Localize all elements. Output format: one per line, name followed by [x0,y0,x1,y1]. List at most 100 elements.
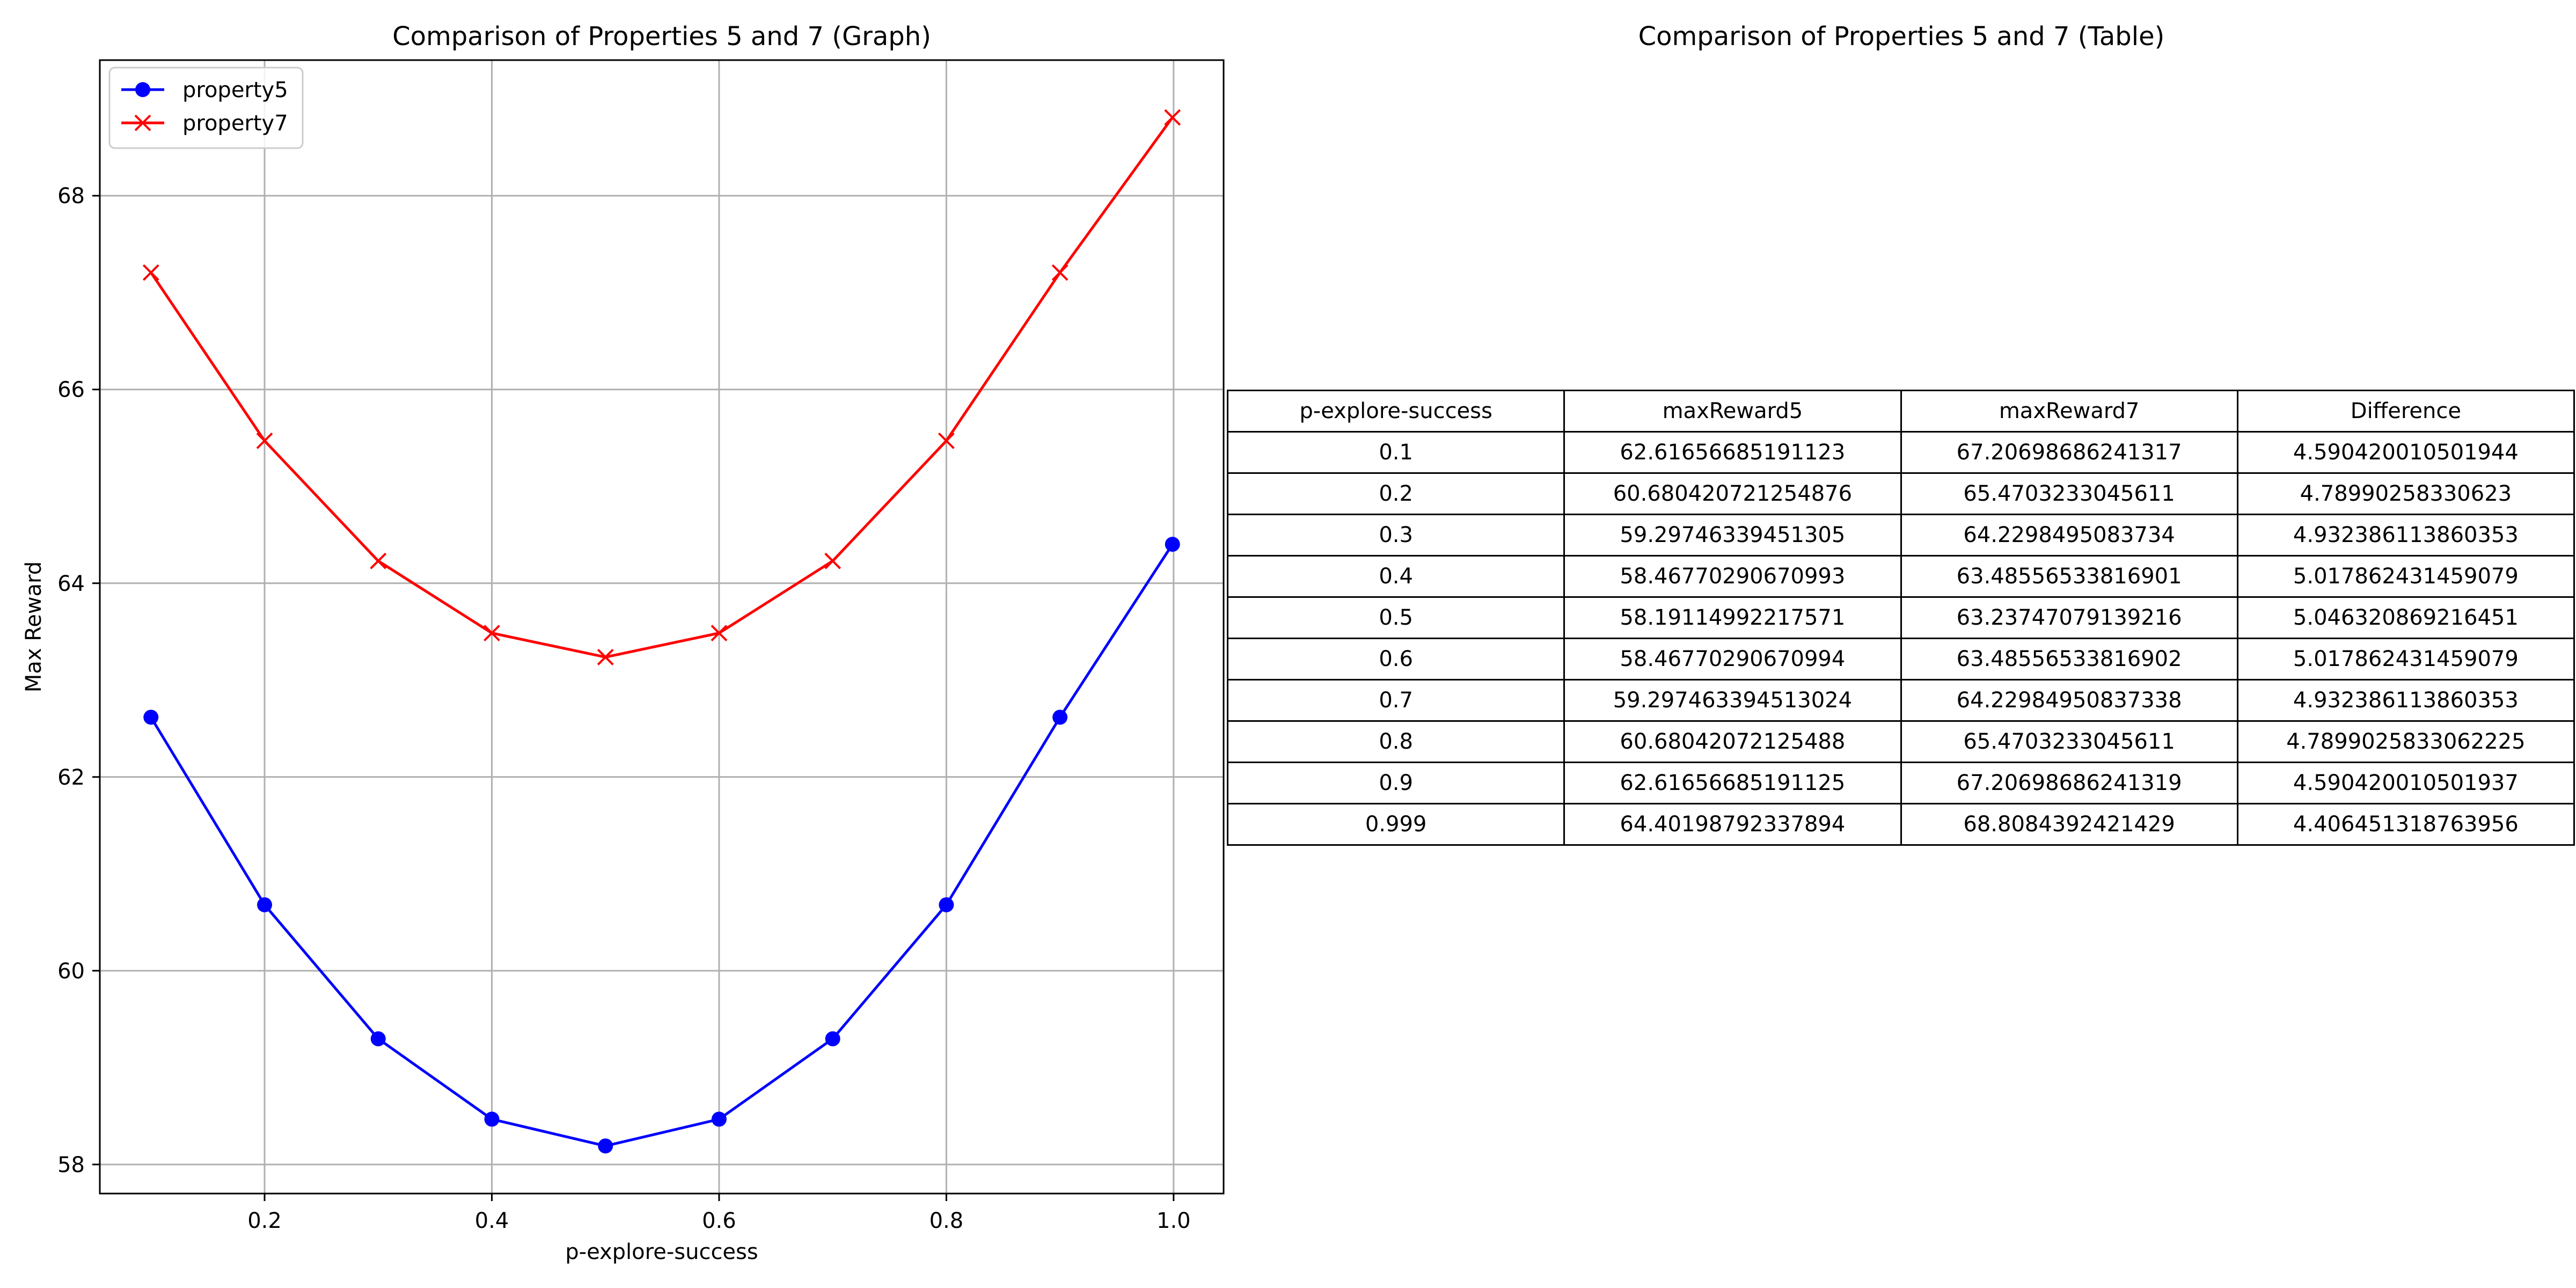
table-cell: 62.61656685191123 [1563,431,1902,474]
data-point-property7 [484,625,500,642]
x-tick-label: 0.4 [475,1209,509,1233]
y-tick-label: 62 [57,765,85,790]
table-cell: 63.48556533816902 [1900,638,2238,680]
table-row: 0.999 64.40198792337894 68.8084392421429 4.… [1226,803,2575,846]
table-cell: 4.7899025833062225 [2236,720,2575,763]
series-layer [142,109,1181,1154]
table-row: 0.3 59.29746339451305 64.2298495083734 4.93… [1226,514,2575,557]
table-cell: 4.590420010501937 [2236,762,2575,804]
data-point-property5 [143,709,159,725]
y-tick-label: 64 [57,572,85,596]
table-cell: 63.48556533816901 [1900,555,2238,598]
axis-ticks: 0.2 0.4 0.6 0.8 1.0 58 60 62 64 66 68 [57,184,1191,1233]
table-cell: 0.2 [1226,472,1565,515]
table-row: 0.1 62.61656685191123 67.20698686241317 4.5… [1226,431,2575,474]
table-cell: 58.19114992217571 [1563,596,1902,639]
data-point-property7 [256,432,273,449]
table-row: 0.2 60.680420721254876 65.4703233045611 4.7… [1226,472,2575,515]
data-point-property5 [370,1031,386,1046]
table-cell: 68.8084392421429 [1900,803,2238,846]
data-point-property5 [1052,709,1068,725]
table-cell: 0.999 [1226,803,1565,846]
table-cell: 0.9 [1226,762,1565,804]
table-cell: 4.406451318763956 [2236,803,2575,846]
legend: property5 property7 [108,67,304,149]
data-point-property7 [1164,109,1181,126]
table-cell: 0.1 [1226,431,1565,474]
data-point-property7 [597,649,614,665]
table-header-cell: maxReward5 [1563,390,1902,433]
table-cell: 5.017862431459079 [2236,555,2575,598]
table-row: 0.6 58.46770290670994 63.48556533816902 5.0… [1226,638,2575,680]
table-cell: 0.6 [1226,638,1565,680]
table-cell: 0.3 [1226,514,1565,557]
table-cell: 5.046320869216451 [2236,596,2575,639]
y-tick-label: 60 [57,959,85,984]
data-point-property5 [257,897,273,912]
y-tick-label: 68 [57,184,85,209]
table-header-cell: p-explore-success [1226,390,1565,433]
table-title: Comparison of Properties 5 and 7 (Table) [1638,21,2165,52]
data-point-property7 [142,264,159,281]
series-line-property7 [150,116,1174,658]
table-body: 0.1 62.61656685191123 67.20698686241317 4.5… [1226,431,2575,846]
table-cell: 67.20698686241317 [1900,431,2238,474]
table-cell: 0.4 [1226,555,1565,598]
data-point-property5 [598,1138,613,1154]
table-cell: 60.68042072125488 [1563,720,1902,763]
legend-box [108,67,304,149]
table-cell: 63.23747079139216 [1900,596,2238,639]
x-axis-label: p-explore-success [565,1240,758,1264]
table-cell: 4.932386113860353 [2236,679,2575,722]
chart-title: Comparison of Properties 5 and 7 (Graph) [392,21,931,52]
table-cell: 4.590420010501944 [2236,431,2575,474]
table-cell: 60.680420721254876 [1563,472,1902,515]
table-cell: 0.5 [1226,596,1565,639]
data-point-property7 [1051,264,1069,281]
data-point-property7 [370,552,387,569]
table-header-row: p-explore-success maxReward5 maxReward7 Dif… [1226,390,2575,433]
table-cell: 65.4703233045611 [1900,720,2238,763]
data-table: p-explore-success maxReward5 maxReward7 Dif… [1226,390,2575,846]
table-header-cell: maxReward7 [1900,390,2238,433]
data-point-property7 [711,625,728,642]
y-tick-label: 58 [57,1153,85,1177]
x-tick-label: 1.0 [1157,1209,1191,1233]
data-point-property5 [939,897,954,912]
table-cell: 64.40198792337894 [1563,803,1902,846]
table-cell: 58.46770290670993 [1563,555,1902,598]
grid-lines [100,60,1224,1194]
table-row: 0.7 59.297463394513024 64.22984950837338 4.… [1226,679,2575,722]
legend-label-property5: property5 [182,78,288,103]
data-point-property7 [824,552,841,569]
table-cell: 0.8 [1226,720,1565,763]
table-cell: 0.7 [1226,679,1565,722]
y-axis-label: Max Reward [21,561,46,692]
table-row: 0.8 60.68042072125488 65.4703233045611 4.78… [1226,720,2575,763]
table-cell: 59.29746339451305 [1563,514,1902,557]
table-cell: 58.46770290670994 [1563,638,1902,680]
plot-frame [99,59,1225,1195]
data-point-property5 [711,1111,727,1127]
data-point-property7 [938,432,955,449]
legend-marker-x-icon [134,114,151,131]
table-cell: 64.2298495083734 [1900,514,2238,557]
x-tick-label: 0.8 [930,1209,964,1233]
table-cell: 59.297463394513024 [1563,679,1902,722]
table-cell: 65.4703233045611 [1900,472,2238,515]
x-tick-label: 0.2 [247,1209,282,1233]
data-table-panel: p-explore-success maxReward5 maxReward7 Dif… [1226,390,2575,846]
table-header-cell: Difference [2236,390,2575,433]
table-cell: 67.20698686241319 [1900,762,2238,804]
table-cell: 4.78990258330623 [2236,472,2575,515]
table-row: 0.9 62.61656685191125 67.20698686241319 4.5… [1226,762,2575,804]
table-row: 0.4 58.46770290670993 63.48556533816901 5.0… [1226,555,2575,598]
x-tick-label: 0.6 [702,1209,736,1233]
table-cell: 64.22984950837338 [1900,679,2238,722]
y-tick-label: 66 [57,378,85,402]
legend-label-property7: property7 [182,111,288,136]
legend-marker-circle-icon [135,82,150,97]
table-cell: 5.017862431459079 [2236,638,2575,680]
table-cell: 4.932386113860353 [2236,514,2575,557]
